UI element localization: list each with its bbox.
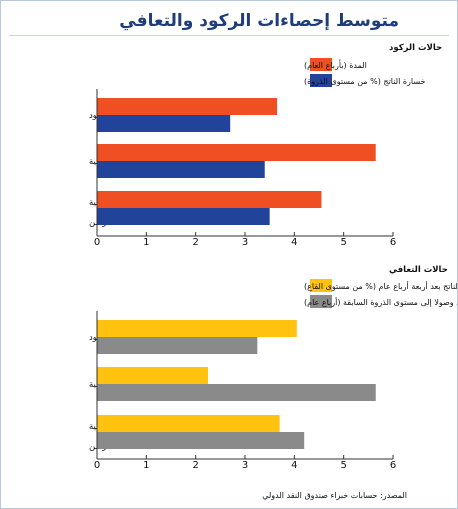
panel-1-x-tick-label-4: 3	[242, 237, 248, 248]
panel-2-x-tick-label-2: 1	[143, 460, 149, 471]
panel-1-bar-3-series-2	[97, 208, 270, 225]
panel-2-bar-2-series-2	[97, 384, 376, 401]
panel-1-x-tick-label-7: 6	[390, 237, 396, 248]
panel-1-legend-label-2: خسارة الناتج (% من مستوى الذروة)	[304, 77, 425, 86]
panel-2-bar-1-series-1	[97, 320, 297, 337]
panel-2-legend-label-2: الزمن حتى التعافي وصولا إلى مستوى الذروة…	[304, 297, 458, 308]
source-note: المصدر: حسابات خبراء صندوق النقد الدولي	[262, 491, 407, 500]
panel-1-bar-3-series-1	[97, 191, 322, 208]
panel-2-x-tick-label-4: 3	[242, 460, 248, 471]
panel-2-bar-3-series-1	[97, 415, 280, 432]
panel-2-bar-1-series-2	[97, 337, 258, 354]
panel-1-legend-swatch-2	[310, 74, 332, 87]
chart-title: متوسط إحصاءات الركود والتعافي	[119, 11, 399, 31]
panel-2-x-tick-label-3: 2	[192, 460, 198, 471]
panel-1-section-title: حالات الركود	[389, 43, 442, 53]
panel-1-bar-2-series-2	[97, 161, 265, 178]
panel-1-legend-label-1: المدة (بأرباع العام)	[304, 59, 367, 70]
panel-1-bar-1-series-1	[97, 98, 278, 115]
panel-2-legend-swatch-2	[310, 295, 332, 308]
panel-1-x-tick-label-3: 2	[192, 237, 198, 248]
panel-1-x-tick-label-2: 1	[143, 237, 149, 248]
panel-1-legend-swatch-1	[310, 58, 332, 71]
panel-1-x-tick-label-6: 5	[340, 237, 346, 248]
panel-1-x-tick-label-5: 4	[291, 237, 297, 248]
panel-2-section-title: حالات التعافي	[389, 265, 448, 275]
panel-2-legend-swatch-1	[310, 279, 332, 292]
panel-2-x-tick-label-5: 4	[291, 460, 297, 471]
panel-1-x-tick-label-1: 0	[94, 237, 100, 248]
panel-2-x-tick-label-6: 5	[340, 460, 346, 471]
panel-2-x-tick-label-7: 6	[390, 460, 396, 471]
panel-1-bar-2-series-1	[97, 144, 376, 161]
panel-2-x-tick-label-1: 0	[94, 460, 100, 471]
panel-2-bar-3-series-2	[97, 432, 305, 449]
panel-1-bar-1-series-2	[97, 115, 231, 132]
panel-2-bar-2-series-1	[97, 367, 208, 384]
panel-2-legend-label-1: مكاسب الناتج بعد أربعة أرباع عام (% من م…	[304, 281, 458, 291]
title-divider	[9, 35, 449, 36]
